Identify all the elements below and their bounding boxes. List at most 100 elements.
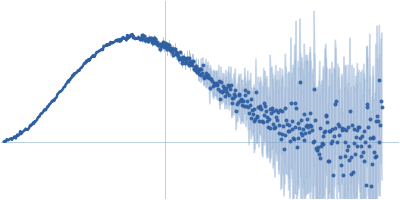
Point	[195, 70, 202, 73]
Point	[261, 113, 268, 116]
Point	[254, 116, 261, 119]
Point	[288, 119, 295, 122]
Point	[264, 116, 270, 119]
Point	[363, 184, 369, 187]
Point	[208, 77, 214, 81]
Point	[184, 56, 190, 59]
Point	[328, 128, 335, 131]
Point	[146, 36, 152, 40]
Point	[344, 149, 350, 152]
Point	[354, 128, 361, 132]
Point	[199, 71, 205, 74]
Point	[228, 101, 235, 104]
Point	[294, 146, 300, 149]
Point	[248, 97, 254, 100]
Point	[218, 80, 224, 83]
Point	[239, 103, 246, 107]
Point	[302, 132, 308, 135]
Point	[356, 136, 363, 139]
Point	[282, 107, 289, 110]
Point	[271, 127, 277, 130]
Point	[372, 120, 379, 123]
Point	[350, 170, 356, 173]
Point	[363, 105, 370, 108]
Point	[313, 148, 320, 152]
Point	[251, 119, 258, 122]
Point	[262, 109, 269, 113]
Point	[352, 152, 358, 155]
Point	[178, 62, 185, 65]
Point	[366, 145, 372, 148]
Point	[170, 48, 176, 51]
Point	[163, 42, 170, 45]
Point	[139, 33, 146, 37]
Point	[189, 64, 196, 67]
Point	[240, 99, 246, 102]
Point	[350, 128, 357, 131]
Point	[367, 137, 374, 140]
Point	[312, 146, 319, 149]
Point	[376, 140, 382, 144]
Point	[366, 118, 373, 121]
Point	[324, 121, 330, 124]
Point	[291, 137, 297, 140]
Point	[150, 42, 156, 45]
Point	[368, 184, 374, 188]
Point	[338, 164, 344, 167]
Point	[162, 42, 168, 45]
Point	[340, 173, 346, 176]
Point	[351, 141, 358, 145]
Point	[147, 38, 153, 41]
Point	[220, 85, 226, 88]
Point	[256, 107, 263, 110]
Point	[357, 145, 364, 148]
Point	[206, 77, 212, 80]
Point	[169, 51, 175, 54]
Point	[201, 76, 208, 79]
Point	[227, 88, 233, 91]
Point	[320, 143, 326, 146]
Point	[332, 103, 339, 106]
Point	[370, 135, 376, 139]
Point	[298, 118, 305, 121]
Point	[338, 126, 345, 129]
Point	[217, 97, 224, 100]
Point	[198, 67, 204, 70]
Point	[372, 155, 378, 158]
Point	[259, 119, 265, 122]
Point	[187, 60, 193, 63]
Point	[329, 140, 336, 143]
Point	[333, 99, 340, 102]
Point	[156, 47, 163, 51]
Point	[188, 60, 195, 63]
Point	[291, 101, 298, 105]
Point	[224, 91, 230, 94]
Point	[371, 151, 377, 154]
Point	[244, 99, 250, 102]
Point	[249, 108, 255, 111]
Point	[215, 87, 221, 90]
Point	[186, 64, 192, 67]
Point	[248, 116, 254, 119]
Point	[378, 99, 384, 102]
Point	[172, 51, 179, 54]
Point	[176, 56, 183, 59]
Point	[272, 108, 279, 111]
Point	[185, 57, 192, 60]
Point	[204, 73, 211, 76]
Point	[300, 127, 306, 131]
Point	[144, 39, 151, 42]
Point	[360, 150, 366, 153]
Point	[334, 122, 341, 125]
Point	[310, 139, 317, 143]
Point	[297, 81, 303, 84]
Point	[378, 105, 385, 108]
Point	[335, 134, 342, 137]
Point	[370, 137, 376, 140]
Point	[140, 34, 146, 38]
Point	[317, 157, 324, 160]
Point	[194, 70, 200, 74]
Point	[272, 125, 278, 128]
Point	[207, 76, 214, 80]
Point	[293, 106, 299, 109]
